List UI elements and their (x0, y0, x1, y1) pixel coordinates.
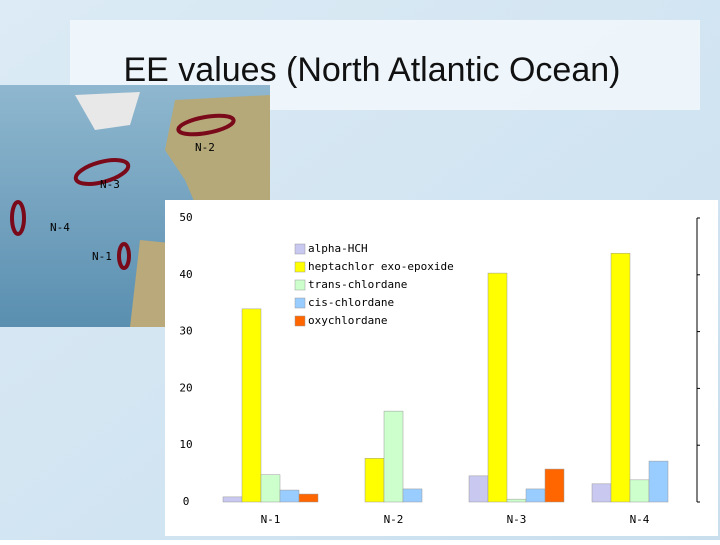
bar (364, 458, 385, 503)
bar (383, 410, 404, 503)
y-tick-label: 40 (179, 268, 192, 281)
legend-label: oxychlordane (308, 314, 387, 327)
legend-swatch (294, 243, 306, 255)
bar (260, 474, 281, 503)
bar (610, 252, 631, 503)
bar (544, 468, 565, 503)
site-ring (10, 200, 26, 236)
y-tick-label: 10 (179, 438, 192, 451)
bar (468, 475, 489, 503)
bar (487, 272, 508, 503)
legend-label: alpha-HCH (308, 242, 368, 255)
legend-label: cis-chlordane (308, 296, 394, 309)
x-tick-label: N-3 (507, 513, 527, 526)
legend-swatch (294, 297, 306, 309)
map-label: N-3 (100, 178, 120, 191)
bar (525, 488, 546, 503)
bar (222, 496, 243, 503)
legend-label: heptachlor exo-epoxide (308, 260, 454, 273)
x-tick-label: N-4 (630, 513, 650, 526)
bar (241, 308, 262, 503)
bar (298, 493, 319, 503)
y-tick-label: 20 (179, 381, 192, 394)
y-tick-label: 30 (179, 325, 192, 338)
legend-label: trans-chlordane (308, 278, 407, 291)
x-tick-label: N-2 (384, 513, 404, 526)
site-ring (117, 242, 131, 270)
map-label: N-1 (92, 250, 112, 263)
map-label: N-2 (195, 141, 215, 154)
bar (629, 479, 650, 503)
map-land (75, 92, 140, 130)
map-label: N-4 (50, 221, 70, 234)
bar (591, 483, 612, 503)
bar (506, 498, 527, 503)
y-tick-label: 50 (179, 211, 192, 224)
slide-title: EE values (North Atlantic Ocean) (123, 51, 620, 89)
site-ring (73, 158, 131, 186)
legend-swatch (294, 279, 306, 291)
bar (402, 488, 423, 503)
y-tick-label: 0 (183, 495, 190, 508)
bar (279, 489, 300, 503)
legend-swatch (294, 315, 306, 327)
x-tick-label: N-1 (261, 513, 281, 526)
site-ring (176, 113, 236, 137)
legend-swatch (294, 261, 306, 273)
bar (648, 460, 669, 503)
